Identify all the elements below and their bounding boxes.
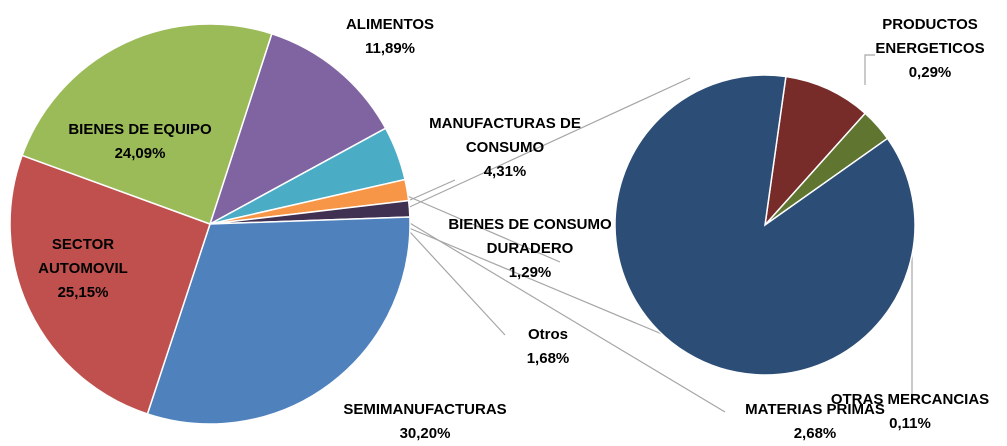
data-label: OTRAS MERCANCIAS 0,11% <box>815 388 1005 436</box>
label-text: 0,29% <box>908 64 952 81</box>
label-text: 1,29% <box>508 264 552 281</box>
label-text: BIENES DE CONSUMO DURADERO <box>448 216 612 257</box>
label-text: Otros <box>527 326 568 343</box>
data-label: SECTOR AUTOMOVIL 25,15% <box>28 233 138 305</box>
label-text: 2,68% <box>793 425 837 442</box>
label-text: 4,31% <box>483 163 527 180</box>
leader <box>409 231 506 336</box>
pie-slice <box>208 32 387 226</box>
label-text: PRODUCTOS ENERGETICOS <box>875 16 985 57</box>
pie-slice <box>146 216 411 425</box>
pie-slice <box>9 154 211 415</box>
data-label: MATERIAS PRIMAS 2,68% <box>730 398 900 446</box>
label-text: MANUFACTURAS DE CONSUMO <box>429 115 581 156</box>
label-text: MATERIAS PRIMAS <box>745 401 885 418</box>
data-label: ALIMENTOS 11,89% <box>325 13 455 61</box>
label-text: 30,20% <box>399 425 451 442</box>
data-label: SEMIMANUFACTURAS 30,20% <box>325 398 525 446</box>
data-label: MANUFACTURAS DE CONSUMO 4,31% <box>405 112 605 184</box>
pie-slice <box>21 23 273 225</box>
data-label: BIENES DE CONSUMO DURADERO 1,29% <box>430 213 630 285</box>
label-text: 25,15% <box>57 284 109 301</box>
label-text: SECTOR AUTOMOVIL <box>38 236 128 277</box>
leader <box>404 194 561 263</box>
label-text: 0,11% <box>889 415 931 432</box>
leader <box>864 54 875 85</box>
leader <box>407 221 726 413</box>
label-text: 24,09% <box>114 145 166 162</box>
label-text: OTRAS MERCANCIAS <box>830 391 990 408</box>
label-text: BIENES DE EQUIPO <box>68 121 212 138</box>
data-label: Otros 1,68% <box>508 323 588 371</box>
leader <box>409 179 456 201</box>
label-text: ALIMENTOS <box>345 16 435 33</box>
connector <box>402 77 691 211</box>
label-text: 1,68% <box>526 350 570 367</box>
pie-slice <box>614 74 916 376</box>
data-label: PRODUCTOS ENERGETICOS 0,29% <box>865 13 995 85</box>
label-text: SEMIMANUFACTURAS <box>343 401 507 418</box>
pie-slice <box>763 75 867 228</box>
label-text: 11,89% <box>364 40 416 57</box>
data-label: BIENES DE EQUIPO 24,09% <box>45 118 235 166</box>
connector <box>408 227 701 351</box>
